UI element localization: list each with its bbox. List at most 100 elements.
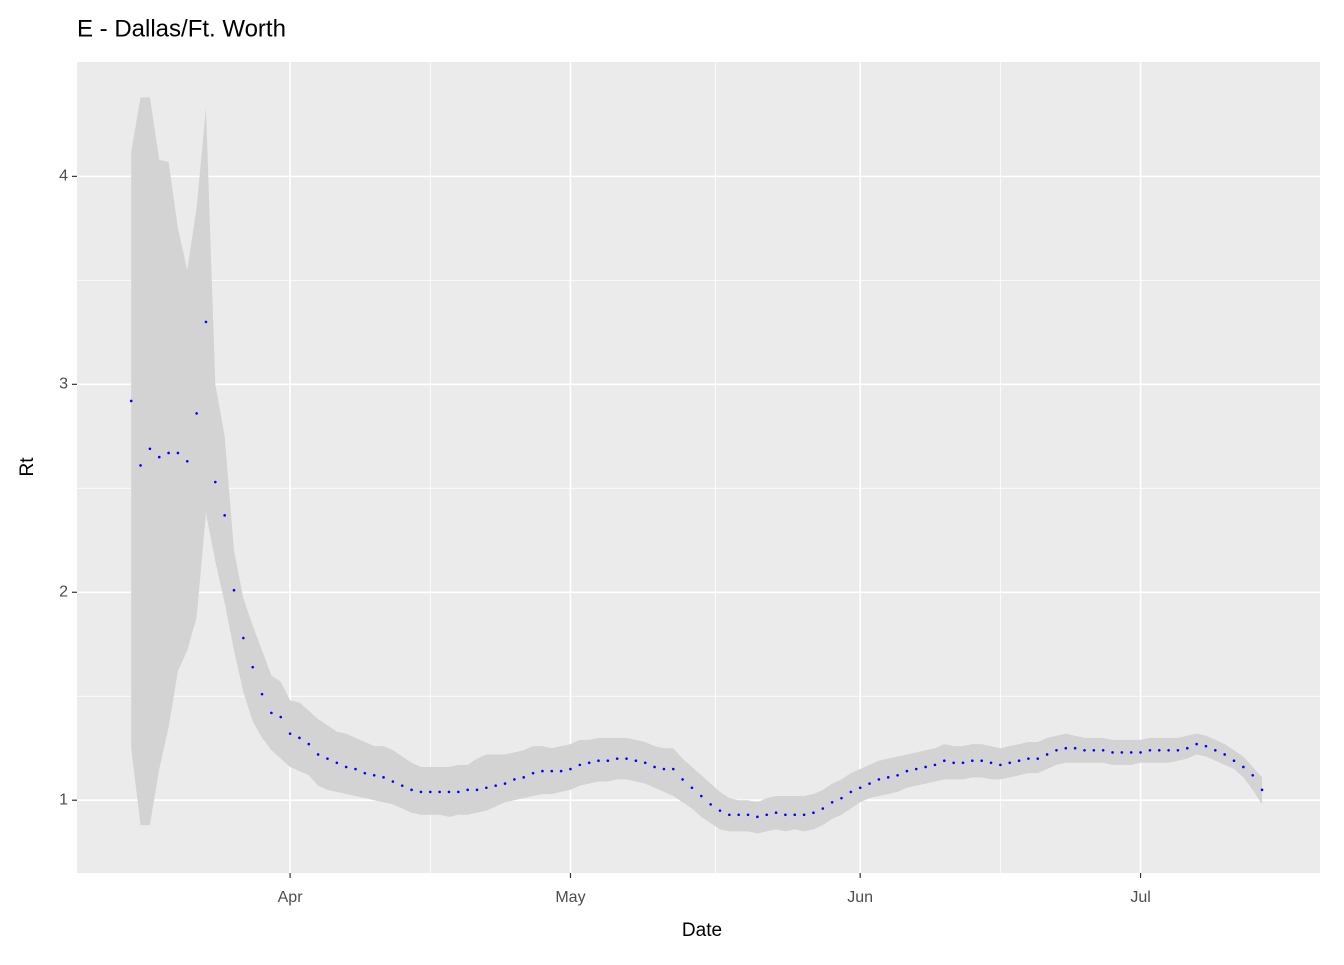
point: [129, 399, 133, 403]
point: [709, 803, 712, 806]
point: [541, 769, 544, 773]
point: [821, 807, 825, 810]
point: [1045, 753, 1049, 756]
x-tick-label: Jul: [1130, 889, 1150, 906]
point: [185, 459, 189, 463]
point: [886, 776, 890, 779]
point: [1176, 749, 1180, 752]
x-tick-label: Apr: [278, 889, 304, 906]
point: [989, 761, 993, 765]
point: [279, 715, 283, 719]
point: [1036, 757, 1040, 760]
point: [1260, 788, 1264, 792]
point: [924, 765, 927, 769]
point: [1185, 746, 1189, 750]
point: [438, 790, 441, 794]
y-tick-label: 3: [59, 376, 68, 393]
point: [1073, 746, 1077, 750]
point: [1092, 749, 1096, 752]
point: [522, 776, 526, 779]
point: [1008, 761, 1012, 765]
x-tick-label: Jun: [847, 889, 873, 906]
point: [690, 786, 694, 790]
point: [410, 788, 413, 792]
point: [1083, 749, 1086, 752]
point: [242, 636, 245, 640]
point: [1251, 773, 1255, 777]
point: [1111, 751, 1114, 754]
point: [756, 815, 759, 819]
point: [176, 451, 180, 455]
point: [1232, 759, 1236, 763]
point: [1064, 746, 1068, 750]
point: [288, 732, 292, 735]
point: [494, 784, 497, 787]
point: [1027, 757, 1030, 760]
point: [270, 711, 273, 715]
point: [597, 759, 600, 763]
point: [195, 412, 198, 415]
point: [774, 811, 778, 814]
point: [765, 813, 769, 817]
x-axis-title: Date: [682, 920, 722, 941]
point: [148, 447, 152, 451]
point: [896, 773, 899, 777]
point: [615, 757, 619, 760]
point: [578, 763, 582, 767]
point: [671, 767, 675, 771]
point: [475, 788, 479, 792]
point: [1055, 749, 1058, 752]
point: [513, 778, 516, 781]
point: [653, 765, 656, 769]
confidence-band: [131, 97, 1263, 834]
point: [167, 451, 170, 455]
point: [316, 753, 320, 756]
point: [447, 790, 451, 794]
point: [961, 761, 965, 765]
point: [531, 771, 535, 775]
point: [1129, 751, 1133, 754]
point: [550, 769, 554, 773]
point: [382, 776, 385, 779]
y-axis-title: Rt: [17, 457, 38, 477]
y-tick-label: 2: [59, 583, 68, 600]
point: [634, 759, 638, 763]
point: [737, 813, 740, 817]
point: [1101, 749, 1105, 752]
point: [849, 790, 853, 794]
point: [718, 809, 722, 812]
point: [400, 784, 404, 787]
point: [1148, 749, 1152, 752]
point: [812, 811, 815, 814]
point: [419, 790, 423, 794]
point: [784, 813, 787, 817]
point: [204, 320, 208, 324]
point: [457, 790, 460, 794]
y-tick-label: 4: [59, 168, 68, 185]
point: [681, 778, 684, 781]
point: [830, 800, 834, 804]
point: [728, 813, 731, 817]
point: [335, 761, 339, 765]
point: [914, 767, 918, 771]
point: [354, 767, 357, 771]
point: [503, 782, 507, 785]
point: [1167, 749, 1170, 752]
point: [643, 761, 647, 765]
point: [307, 742, 311, 746]
point: [952, 761, 955, 765]
point: [1242, 765, 1245, 769]
point: [1017, 759, 1021, 763]
point: [1223, 753, 1226, 756]
point: [802, 813, 806, 817]
point: [466, 788, 469, 792]
point: [428, 790, 432, 794]
point: [223, 514, 226, 517]
point: [858, 786, 862, 790]
point: [700, 794, 703, 798]
point: [746, 813, 750, 817]
point: [1139, 751, 1142, 754]
point: [980, 759, 983, 763]
